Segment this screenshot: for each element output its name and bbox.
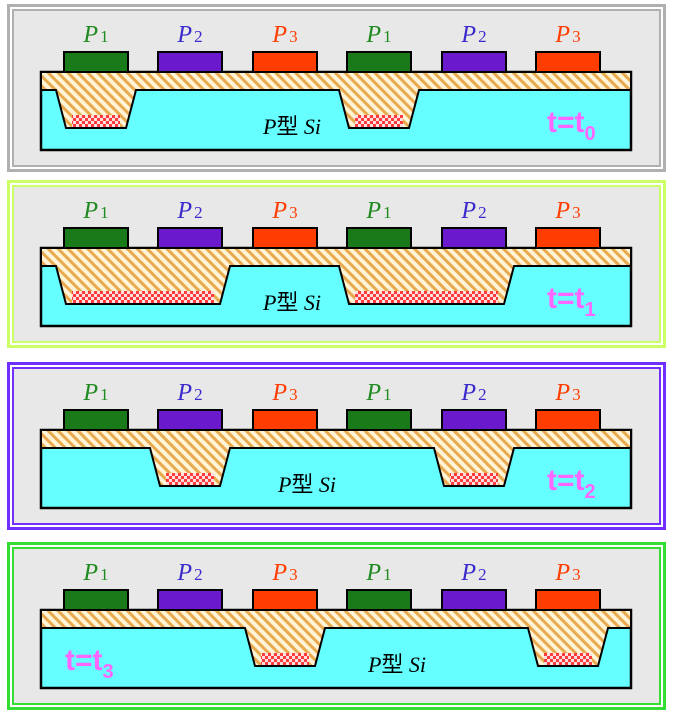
- electrode-p3: [252, 589, 318, 611]
- electrode-p3: [535, 589, 601, 611]
- electrode-p2: [441, 227, 507, 249]
- oxide-layer: [40, 71, 632, 129]
- time-label: t=t0: [547, 106, 596, 145]
- electrode-p3: [535, 409, 601, 431]
- electrode-p1: [346, 227, 412, 249]
- electrode-p2: [157, 51, 223, 73]
- electrode-p2: [441, 51, 507, 73]
- panel-t3-svg: P 1 P 2 P 3 P 1 P 2 P 3 P型 Si t=t3: [7, 542, 666, 710]
- electrode-p1: [63, 589, 129, 611]
- electrode-p2: [441, 589, 507, 611]
- panel-t3: P 1 P 2 P 3 P 1 P 2 P 3 P型 Si t=t3: [7, 542, 666, 710]
- substrate-label: P型 Si: [367, 652, 426, 677]
- oxide-layer: [40, 609, 632, 667]
- panel-t2-svg: P 1 P 2 P 3 P 1 P 2 P 3 P型 Si t=t2: [7, 362, 666, 530]
- electrode-p1: [63, 409, 129, 431]
- electrode-p3: [252, 51, 318, 73]
- charge-packet: [355, 291, 498, 303]
- time-label: t=t2: [547, 464, 596, 503]
- panel-t1-svg: P 1 P 2 P 3 P 1 P 2 P 3 P型 Si t=t1: [7, 180, 666, 348]
- panel-t1: P 1 P 2 P 3 P 1 P 2 P 3 P型 Si t=t1: [7, 180, 666, 348]
- electrode-p1: [63, 227, 129, 249]
- substrate-label: P型 Si: [262, 114, 321, 139]
- charge-packet: [166, 473, 214, 485]
- electrode-p3: [535, 51, 601, 73]
- substrate-label: P型 Si: [277, 472, 336, 497]
- electrode-p1: [63, 51, 129, 73]
- electrode-p3: [252, 227, 318, 249]
- charge-packet: [450, 473, 498, 485]
- electrode-p1: [346, 409, 412, 431]
- time-label: t=t3: [65, 644, 114, 683]
- charge-packet: [544, 653, 592, 665]
- panel-t0-svg: P 1 P 2 P 3 P 1 P 2 P 3 P型 Si t=t0: [7, 4, 666, 172]
- substrate-label: P型 Si: [262, 290, 321, 315]
- electrode-p1: [346, 589, 412, 611]
- oxide-layer: [40, 247, 632, 305]
- charge-packet: [261, 653, 309, 665]
- electrode-p2: [441, 409, 507, 431]
- electrode-p2: [157, 227, 223, 249]
- electrode-p3: [535, 227, 601, 249]
- electrode-p3: [252, 409, 318, 431]
- electrode-p1: [346, 51, 412, 73]
- charge-packet: [72, 291, 214, 303]
- time-label: t=t1: [547, 282, 596, 321]
- electrode-p2: [157, 589, 223, 611]
- charge-packet: [355, 115, 403, 127]
- panel-t2: P 1 P 2 P 3 P 1 P 2 P 3 P型 Si t=t2: [7, 362, 666, 530]
- charge-packet: [72, 115, 120, 127]
- panel-t0: P 1 P 2 P 3 P 1 P 2 P 3 P型 Si t=t0: [7, 4, 666, 172]
- electrode-p2: [157, 409, 223, 431]
- oxide-layer: [40, 429, 632, 487]
